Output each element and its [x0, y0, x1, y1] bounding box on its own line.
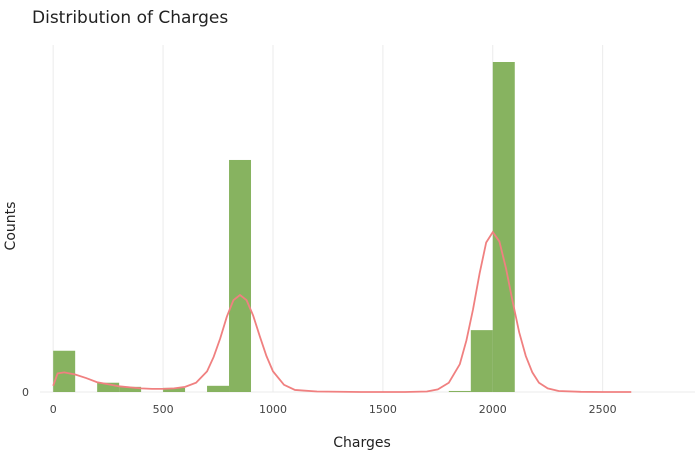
histogram-bars	[53, 62, 515, 392]
y-axis-title: Counts	[3, 202, 19, 251]
histogram-bar	[163, 387, 186, 392]
histogram-bar	[470, 330, 493, 392]
tick-labels: 0 500 1000 1500 2000 2500 0	[22, 386, 617, 416]
x-tick-label: 2500	[589, 403, 617, 416]
x-tick-label: 1000	[259, 403, 287, 416]
chart-title: Distribution of Charges	[32, 8, 228, 28]
histogram-bar	[97, 382, 120, 392]
histogram-bar	[492, 62, 515, 392]
y-tick-label: 0	[22, 386, 29, 399]
x-axis-title: Charges	[333, 435, 391, 450]
density-curve	[52, 230, 632, 393]
gridlines	[40, 45, 695, 393]
histogram-bar	[229, 159, 252, 392]
x-tick-label: 0	[50, 403, 57, 416]
density-curve-layer	[52, 230, 632, 393]
histogram-bar	[119, 386, 142, 392]
x-tick-label: 1500	[369, 403, 397, 416]
x-tick-label: 500	[153, 403, 174, 416]
x-tick-label: 2000	[479, 403, 507, 416]
histogram-bar	[448, 390, 471, 392]
histogram-bar	[53, 350, 76, 392]
histogram-bar	[207, 385, 230, 392]
